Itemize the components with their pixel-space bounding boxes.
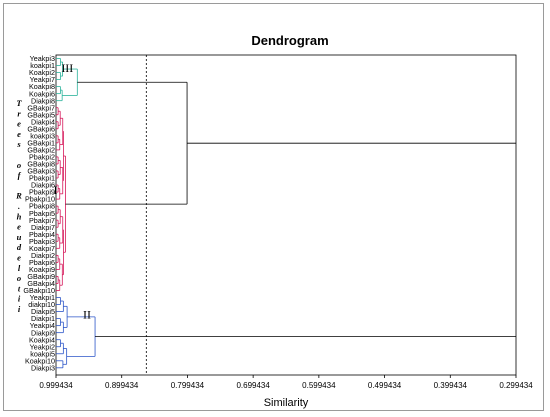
leaf-label: GBakpi4 bbox=[27, 279, 55, 288]
y-label-char: o bbox=[17, 160, 21, 170]
chart-title: Dendrogram bbox=[251, 33, 328, 48]
leaf-label: Koakpi9 bbox=[29, 265, 55, 274]
leaf-label: Yeakpi3 bbox=[30, 54, 55, 63]
leaf-label: GBakpi7 bbox=[27, 103, 55, 112]
cluster-label: I bbox=[53, 183, 57, 197]
y-label-char: u bbox=[17, 232, 22, 242]
x-tick-label: 0.699434 bbox=[236, 381, 270, 390]
leaf-label: Pbakpi7 bbox=[29, 216, 55, 225]
y-label-char: h bbox=[17, 211, 22, 221]
leaf-label: Koakpi4 bbox=[29, 335, 55, 344]
leaf-label: GBakpi8 bbox=[27, 160, 55, 169]
y-label-char: l bbox=[18, 263, 21, 273]
leaf-label: diakpi10 bbox=[28, 300, 55, 309]
y-label-char: f bbox=[18, 170, 22, 180]
leaf-label: Diakpi6 bbox=[31, 181, 55, 190]
leaf-label: Pbakpi6 bbox=[29, 258, 55, 267]
x-tick-label: 0.599434 bbox=[302, 381, 336, 390]
leaf-label: Pbakpi5 bbox=[29, 209, 55, 218]
leaf-label: Pbakpi10 bbox=[25, 195, 55, 204]
leaf-label: Pbakpi2 bbox=[29, 153, 55, 162]
leaf-label: Yeakpi1 bbox=[30, 293, 55, 302]
leaf-label: GBakpi5 bbox=[27, 110, 55, 119]
leaf-labels: Yeakpi3koakpi1Koakpi2Yeakpi7Koakpi8Koakp… bbox=[23, 54, 55, 372]
leaf-label: Diakpi9 bbox=[31, 328, 55, 337]
leaf-label: Pbakpi1 bbox=[29, 174, 55, 183]
leaf-label: Yeakpi2 bbox=[30, 342, 55, 351]
y-label-char: R bbox=[15, 191, 22, 201]
cluster-label: II bbox=[83, 308, 91, 322]
x-tick-label: 0.999434 bbox=[39, 381, 73, 390]
leaf-label: Yeakpi7 bbox=[30, 75, 55, 84]
leaf-label: Yeakpi4 bbox=[30, 321, 55, 330]
leaf-label: GBakpi1 bbox=[27, 138, 55, 147]
y-label-char: . bbox=[18, 201, 20, 211]
leaf-label: GBakpi2 bbox=[27, 145, 55, 154]
leaf-label: Diakpi4 bbox=[31, 117, 55, 126]
y-label-char: r bbox=[17, 108, 21, 118]
cluster-label: III bbox=[61, 61, 73, 75]
leaf-label: Pbakpi9 bbox=[29, 188, 55, 197]
y-label-char: s bbox=[16, 139, 21, 149]
x-tick-label: 0.299434 bbox=[499, 381, 533, 390]
leaf-label: Diakpi5 bbox=[31, 307, 55, 316]
y-label-char: e bbox=[17, 253, 21, 263]
leaf-label: Pbakpi3 bbox=[29, 237, 55, 246]
leaf-label: Pbakpi4 bbox=[29, 230, 55, 239]
x-axis-label: Similarity bbox=[264, 397, 309, 409]
leaf-label: Diakpi1 bbox=[31, 314, 55, 323]
y-label-char: i bbox=[18, 294, 21, 304]
leaf-label: Diakpi2 bbox=[31, 251, 55, 260]
chart-frame bbox=[3, 3, 544, 411]
leaf-label: Koakpi6 bbox=[29, 89, 55, 98]
leaf-label: Pbakpi8 bbox=[29, 202, 55, 211]
y-label-char: T bbox=[16, 98, 22, 108]
y-label-char: e bbox=[17, 129, 21, 139]
x-tick-label: 0.399434 bbox=[434, 381, 468, 390]
y-label-char: o bbox=[17, 273, 21, 283]
leaf-label: Koakpi8 bbox=[29, 82, 55, 91]
leaf-label: GBakpi6 bbox=[27, 124, 55, 133]
plot-area bbox=[55, 54, 517, 376]
x-axis-ticks: 0.999434 0.899434 0.799434 0.699434 0.599434… bbox=[39, 375, 533, 390]
y-label-char: e bbox=[17, 119, 21, 129]
leaf-label: Koakpi7 bbox=[29, 244, 55, 253]
leaf-label: Koakpi10 bbox=[25, 356, 55, 365]
dendrogram-branches bbox=[56, 58, 516, 369]
leaf-label: Diakpi7 bbox=[31, 223, 55, 232]
leaf-label: Diakpi3 bbox=[31, 363, 55, 372]
leaf-label: koakpi3 bbox=[30, 131, 55, 140]
leaf-label: Koakpi2 bbox=[29, 68, 55, 77]
x-tick-label: 0.499434 bbox=[368, 381, 402, 390]
y-label-char: d bbox=[17, 242, 22, 252]
x-tick-label: 0.899434 bbox=[105, 381, 139, 390]
y-label-char: i bbox=[18, 304, 21, 314]
leaf-label: GBakpi3 bbox=[27, 167, 55, 176]
leaf-label: GBakpi9 bbox=[27, 272, 55, 281]
y-label-char: e bbox=[17, 222, 21, 232]
leaf-label: Diakpi8 bbox=[31, 96, 55, 105]
x-tick-label: 0.799434 bbox=[171, 381, 205, 390]
y-label-char: t bbox=[18, 283, 21, 293]
leaf-label: GBakpi10 bbox=[23, 286, 55, 295]
leaf-label: koakpi1 bbox=[30, 61, 55, 70]
leaf-label: koakpi5 bbox=[30, 349, 55, 358]
